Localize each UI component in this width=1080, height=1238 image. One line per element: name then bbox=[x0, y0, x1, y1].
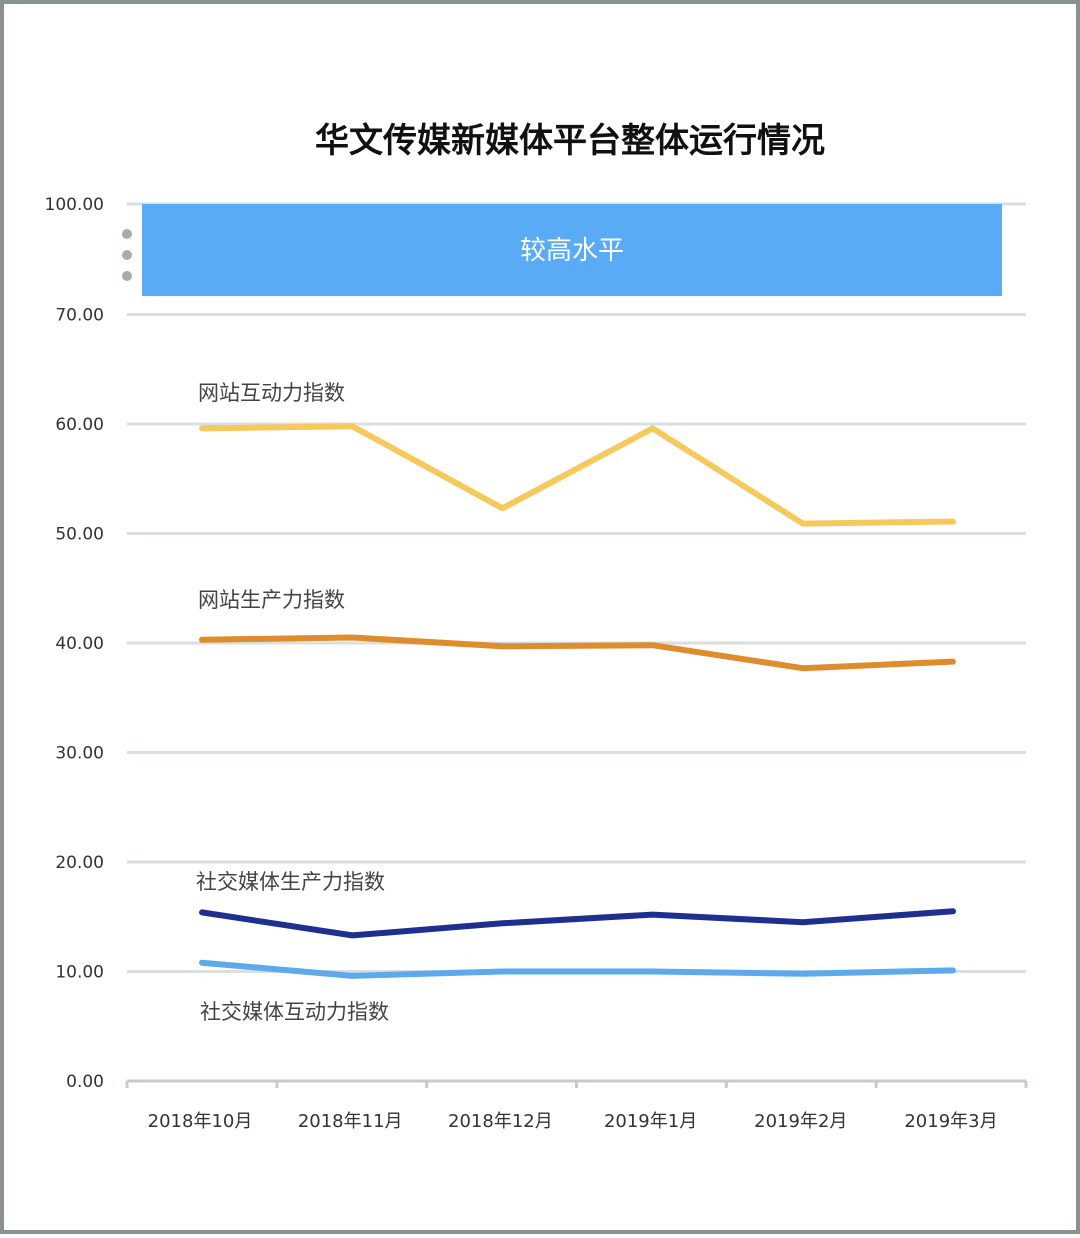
y-tick-label: 50.00 bbox=[55, 525, 104, 545]
series-line bbox=[199, 634, 956, 672]
y-tick-label: 70.00 bbox=[55, 306, 104, 326]
y-tick-label: 40.00 bbox=[55, 634, 104, 654]
axis-break-dot bbox=[122, 229, 132, 239]
y-tick-label: 100.00 bbox=[45, 195, 104, 215]
line-chart: 华文传媒新媒体平台整体运行情况 0.00 10.00 20.00 30.00 40.00… bbox=[45, 121, 1028, 1132]
high-band-label: 较高水平 bbox=[520, 236, 624, 266]
series-line bbox=[199, 908, 956, 939]
series-label: 社交媒体互动力指数 bbox=[200, 1000, 389, 1024]
axis-break-dot bbox=[122, 250, 132, 260]
x-tick-label: 2018年12月 bbox=[448, 1111, 553, 1132]
series-label: 网站生产力指数 bbox=[198, 588, 345, 612]
series-label: 社交媒体生产力指数 bbox=[196, 870, 385, 894]
y-tick-label: 20.00 bbox=[55, 853, 104, 873]
series-line bbox=[199, 959, 956, 979]
chart-title: 华文传媒新媒体平台整体运行情况 bbox=[315, 121, 825, 161]
axis-break-dot bbox=[122, 271, 132, 281]
y-tick-label: 60.00 bbox=[55, 415, 104, 435]
x-tick-label: 2018年11月 bbox=[298, 1111, 403, 1132]
x-tick-label: 2019年2月 bbox=[754, 1111, 847, 1132]
series-line bbox=[199, 423, 956, 527]
series-lines bbox=[199, 423, 956, 979]
y-tick-label: 30.00 bbox=[55, 744, 104, 764]
series-label: 网站互动力指数 bbox=[198, 381, 345, 405]
high-band-rect bbox=[142, 204, 1002, 297]
high-level-band: 较高水平 bbox=[122, 204, 1002, 297]
x-tick-label: 2018年10月 bbox=[148, 1111, 253, 1132]
y-tick-label: 0.00 bbox=[66, 1072, 104, 1092]
x-axis: 2018年10月 2018年11月 2018年12月 2019年1月 2019年2月 20… bbox=[125, 1079, 1028, 1132]
x-tick-label: 2019年1月 bbox=[604, 1111, 697, 1132]
x-tick-label: 2019年3月 bbox=[904, 1111, 997, 1132]
y-tick-label: 10.00 bbox=[55, 963, 104, 983]
